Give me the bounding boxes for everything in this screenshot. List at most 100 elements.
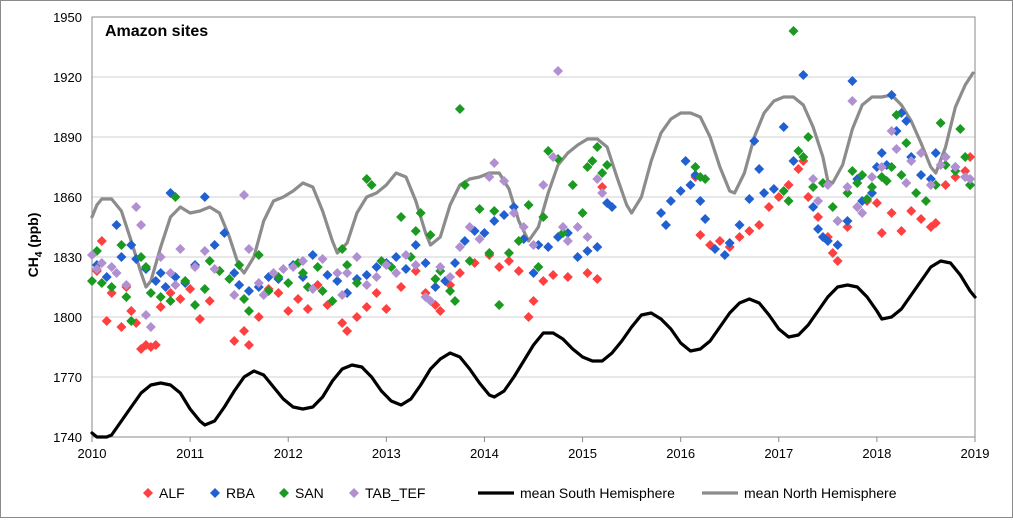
point-rba — [199, 192, 210, 202]
point-alf — [253, 312, 264, 322]
point-rba — [430, 282, 441, 292]
point-san — [337, 244, 348, 254]
point-tab-tef — [199, 246, 210, 256]
point-tab-tef — [106, 262, 117, 272]
point-san — [361, 174, 372, 184]
point-tab-tef — [351, 252, 362, 262]
point-tab-tef — [592, 174, 603, 184]
point-san — [106, 282, 117, 292]
point-tab-tef — [342, 268, 353, 278]
point-san — [351, 278, 362, 288]
point-san — [955, 124, 966, 134]
point-rba — [155, 268, 166, 278]
point-alf — [126, 306, 137, 316]
point-tab-tef — [847, 96, 858, 106]
point-alf — [96, 236, 107, 246]
point-alf — [734, 232, 745, 242]
point-alf — [361, 302, 372, 312]
point-tab-tef — [935, 160, 946, 170]
point-alf — [548, 270, 559, 280]
legend-marker — [210, 488, 220, 498]
point-san — [827, 202, 838, 212]
point-rba — [400, 264, 411, 274]
point-tab-tef — [553, 66, 564, 76]
point-san — [911, 188, 922, 198]
point-san — [180, 276, 191, 286]
point-rba — [768, 184, 779, 194]
point-san — [243, 306, 254, 316]
point-san — [862, 194, 873, 204]
point-tab-tef — [253, 278, 264, 288]
point-rba — [229, 268, 240, 278]
point-tab-tef — [454, 242, 465, 252]
point-alf — [435, 306, 446, 316]
point-san — [234, 260, 245, 270]
point-tab-tef — [562, 236, 573, 246]
legend-label: TAB_TEF — [365, 485, 425, 501]
point-tab-tef — [131, 202, 142, 212]
point-alf — [106, 288, 117, 298]
point-san — [224, 274, 235, 284]
point-alf — [185, 284, 196, 294]
point-rba — [656, 208, 667, 218]
point-rba — [592, 242, 603, 252]
point-alf — [876, 228, 887, 238]
point-tab-tef — [278, 264, 289, 274]
y-axis-label-unit: (ppb) — [25, 213, 41, 248]
point-alf — [523, 312, 534, 322]
point-san — [935, 118, 946, 128]
point-tab-tef — [229, 290, 240, 300]
point-san — [87, 276, 97, 286]
point-tab-tef — [866, 172, 877, 182]
point-san — [793, 146, 804, 156]
point-san — [121, 292, 132, 302]
point-san — [342, 260, 353, 270]
legend-label: SAN — [295, 485, 324, 501]
x-tick-label: 2011 — [176, 446, 204, 461]
point-alf — [494, 262, 505, 272]
point-san — [803, 132, 814, 142]
point-alf — [273, 288, 284, 298]
point-tab-tef — [425, 296, 436, 306]
axis-ticks: 1740 1770 1800 1830 1860 1890 1920 1950 2010 2011… — [53, 10, 989, 461]
point-san — [484, 248, 495, 258]
point-san — [430, 274, 441, 284]
legend-label: mean North Hemisphere — [744, 485, 897, 501]
point-alf — [773, 192, 784, 202]
point-rba — [734, 220, 745, 230]
point-rba — [813, 224, 824, 234]
point-tab-tef — [548, 152, 559, 162]
point-tab-tef — [906, 156, 917, 166]
point-tab-tef — [916, 148, 927, 158]
point-alf — [562, 272, 573, 282]
point-tab-tef — [857, 208, 868, 218]
point-san — [543, 146, 554, 156]
point-alf — [342, 326, 353, 336]
point-rba — [361, 270, 372, 280]
point-san — [396, 212, 407, 222]
point-tab-tef — [332, 268, 343, 278]
point-rba — [798, 70, 809, 80]
point-tab-tef — [209, 264, 220, 274]
point-san — [170, 192, 181, 202]
point-san — [896, 170, 907, 180]
point-rba — [606, 202, 617, 212]
point-tab-tef — [572, 222, 583, 232]
point-san — [312, 262, 323, 272]
point-alf — [832, 256, 843, 266]
point-rba — [660, 220, 671, 230]
point-alf — [754, 220, 765, 230]
point-rba — [808, 202, 819, 212]
point-san — [190, 300, 201, 310]
point-rba — [234, 280, 245, 290]
point-alf — [597, 182, 608, 192]
point-san — [557, 228, 568, 238]
point-san — [165, 296, 176, 306]
point-rba — [450, 258, 461, 268]
point-san — [459, 180, 470, 190]
point-san — [798, 152, 809, 162]
point-san — [474, 204, 485, 214]
point-alf — [528, 296, 539, 306]
point-tab-tef — [288, 262, 299, 272]
